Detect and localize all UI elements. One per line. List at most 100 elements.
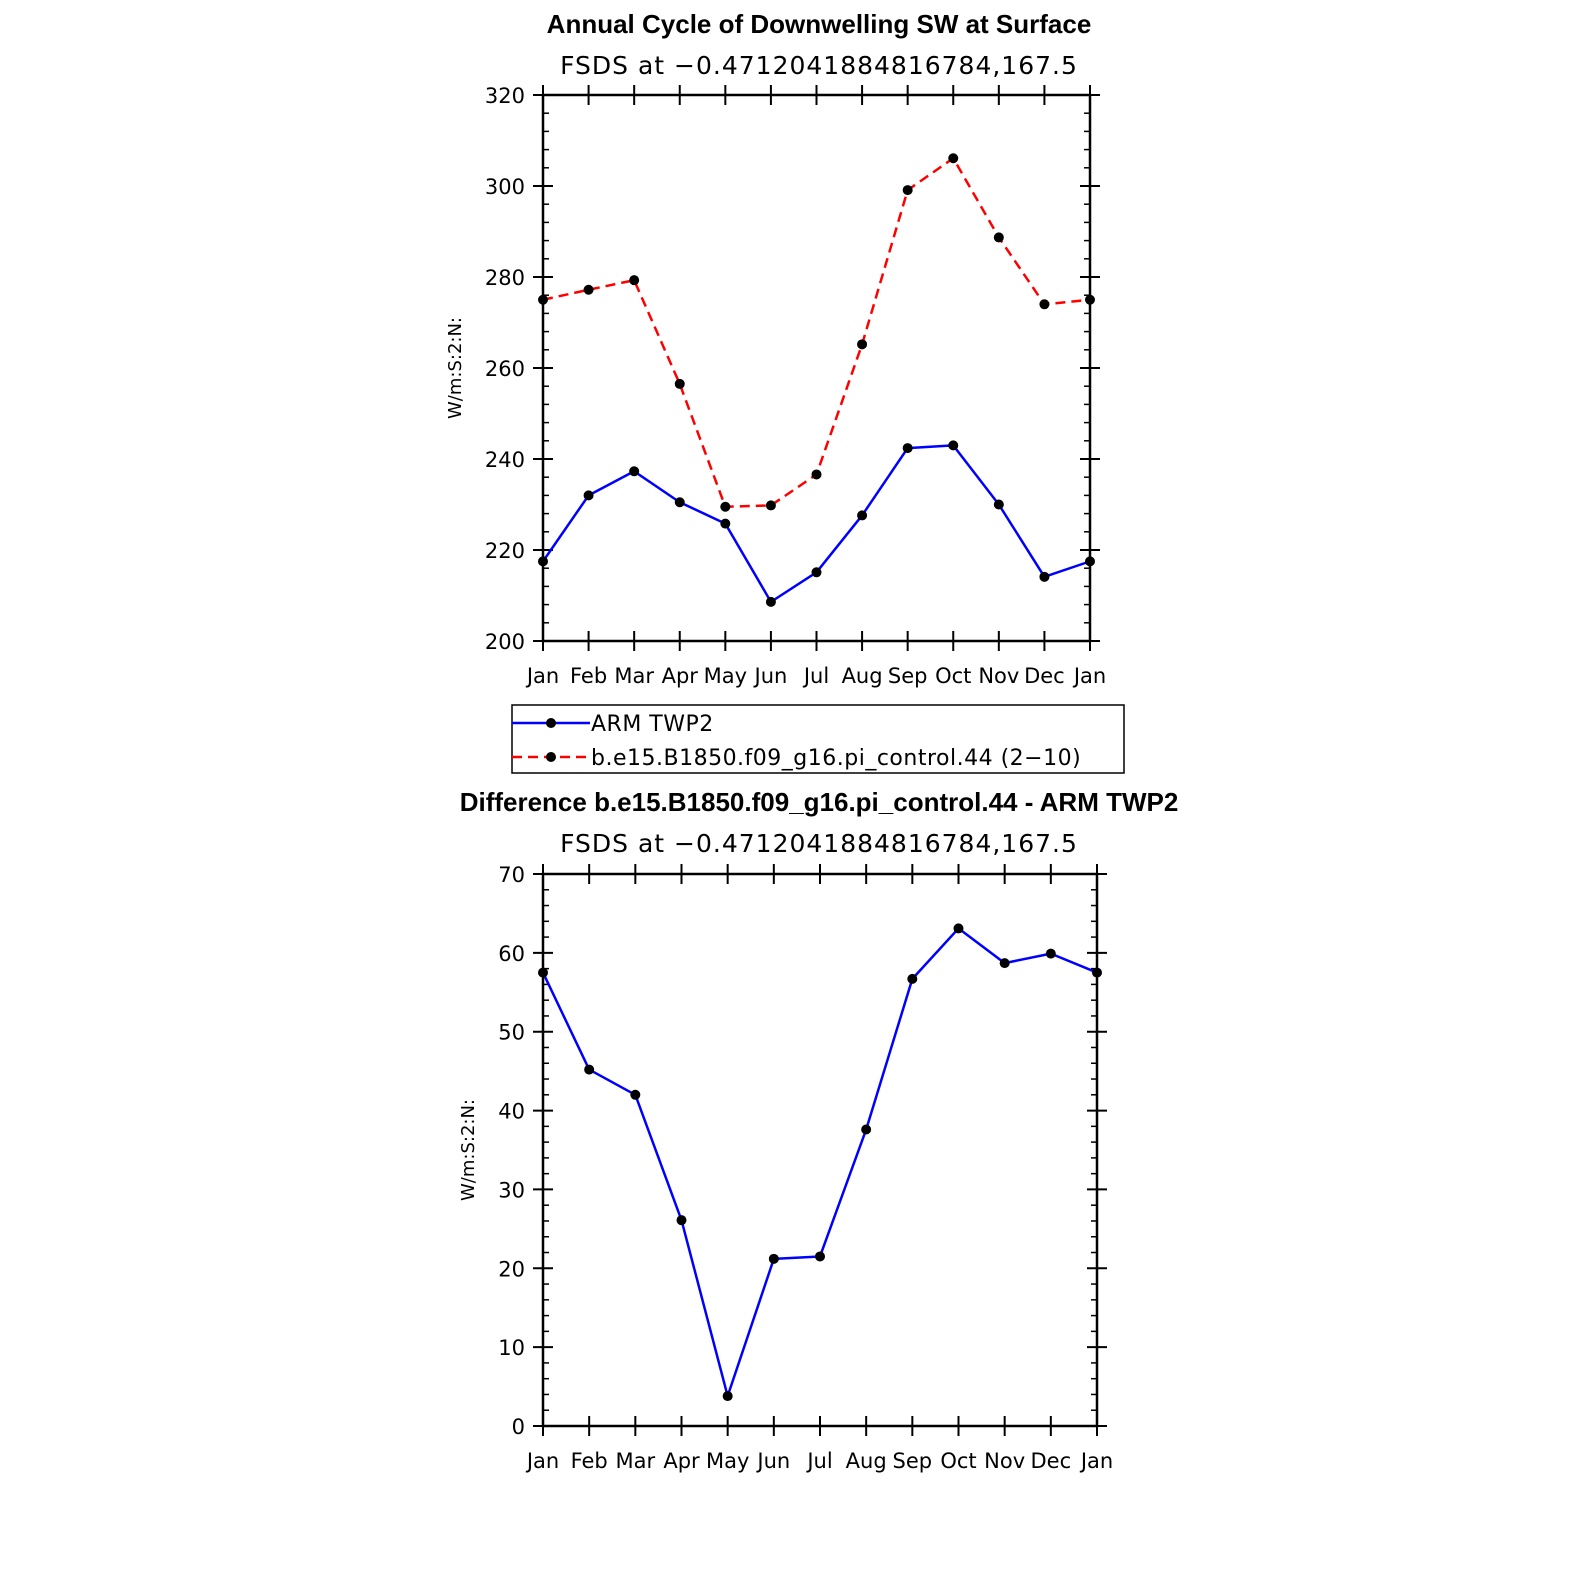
chart2-xtick-label: Nov xyxy=(984,1449,1025,1473)
chart1-xtick-label: Jul xyxy=(802,664,829,688)
chart2-xtick-label: Dec xyxy=(1031,1449,1072,1473)
chart2-series-0-point xyxy=(768,1253,779,1264)
chart2-ytick-label: 30 xyxy=(498,1178,525,1202)
chart2-series-0-point xyxy=(630,1089,641,1100)
legend: ARM TWP2 b.e15.B1850.f09_g16.pi_control.… xyxy=(511,704,1125,774)
chart2-frame xyxy=(541,872,1099,1428)
chart1-frame xyxy=(541,93,1092,643)
chart2-xtick-label: Jun xyxy=(755,1449,790,1473)
chart2-series-0-point xyxy=(861,1124,872,1135)
chart1-series-0-point xyxy=(902,443,913,454)
chart2-series-line-0 xyxy=(541,927,1098,1398)
chart2-xtick-label: Sep xyxy=(893,1449,933,1473)
chart2-series-0-point xyxy=(538,967,548,978)
legend-box xyxy=(511,704,1125,774)
chart2-xtick-label: Feb xyxy=(571,1449,608,1473)
chart1-series-1-point xyxy=(1085,294,1095,305)
chart1-series-1-point xyxy=(629,275,640,286)
chart2-series-0-point xyxy=(1045,948,1056,959)
chart1-series-0-point xyxy=(674,497,685,508)
chart1-series-0-point xyxy=(993,499,1004,510)
chart1-series-1-point xyxy=(674,378,685,389)
chart1-series-0-point xyxy=(583,490,594,501)
chart1-series-0-point xyxy=(720,518,731,529)
chart2-xtick-label: Jul xyxy=(805,1449,832,1473)
chart1-series-1-point xyxy=(948,153,959,164)
chart2-series-0-point xyxy=(907,973,918,984)
chart1-xtick-label: Mar xyxy=(614,664,654,688)
chart1-series-1-point xyxy=(857,339,868,350)
chart1-series-0-point xyxy=(629,466,640,477)
chart1-subtitle: FSDS at −0.4712041884816784,167.5 xyxy=(560,51,1078,80)
chart1-ytick-label: 280 xyxy=(485,266,525,290)
chart2-subtitle: FSDS at −0.4712041884816784,167.5 xyxy=(560,829,1078,858)
chart1-series-1-point xyxy=(720,501,731,512)
chart1-ytick-label: 220 xyxy=(485,539,525,563)
chart1-ytick-label: 200 xyxy=(485,630,525,654)
chart2-series-0-point xyxy=(953,923,964,934)
legend-label-arm: ARM TWP2 xyxy=(591,712,714,737)
chart2-series-0-point xyxy=(584,1064,595,1075)
chart1-series-0-point xyxy=(1039,571,1050,582)
chart2-ytick-label: 40 xyxy=(498,1100,525,1124)
chart1-xtick-label: Jun xyxy=(753,664,788,688)
chart1-series-1-point xyxy=(993,232,1004,243)
chart2-series-0-point xyxy=(815,1251,825,1262)
chart1-xtick-label: Feb xyxy=(570,664,607,688)
chart2-ytick-label: 0 xyxy=(512,1415,525,1439)
chart2-ytick-label: 60 xyxy=(498,942,525,966)
chart2-title: Difference b.e15.B1850.f09_g16.pi_contro… xyxy=(460,787,1179,817)
chart1-series-1-point xyxy=(583,284,594,295)
chart2-xtick-label: Mar xyxy=(616,1449,656,1473)
chart2-ytick-label: 70 xyxy=(498,863,525,887)
chart1-series-0-point xyxy=(765,596,776,607)
chart2-ytick-label: 10 xyxy=(498,1336,525,1360)
chart1-series-1-point xyxy=(538,294,548,305)
chart2-series-0-point xyxy=(999,958,1010,969)
chart1-plot: Jan Feb Mar Apr May Jun Jul Aug Sep Oct Nov Dec Jan2… xyxy=(485,84,1106,688)
chart1-xtick-label: Sep xyxy=(888,664,928,688)
chart2-xtick-label: Apr xyxy=(663,1449,700,1473)
chart1-title: Annual Cycle of Downwelling SW at Surfac… xyxy=(547,9,1092,39)
chart1-series-1-point xyxy=(765,500,776,511)
chart2-ylabel: W/m:S:2:N: xyxy=(458,1099,479,1201)
chart1-series-0-point xyxy=(1085,556,1095,567)
chart1-xtick-label: Oct xyxy=(935,664,971,688)
chart1-series-0-point xyxy=(948,440,959,451)
chart1-ytick-label: 320 xyxy=(485,84,525,108)
chart1-ytick-label: 240 xyxy=(485,448,525,472)
chart1-series-line-0 xyxy=(541,444,1091,604)
legend-marker-model xyxy=(546,752,556,762)
chart2-series-0-point xyxy=(1092,967,1102,978)
chart1-series-line-1 xyxy=(542,156,1091,509)
legend-label-model: b.e15.B1850.f09_g16.pi_control.44 (2−10) xyxy=(591,746,1081,771)
chart1-ylabel: W/m:S:2:N: xyxy=(445,317,466,419)
chart1-xtick-label: Aug xyxy=(842,664,883,688)
chart1-xtick-label: Nov xyxy=(978,664,1019,688)
chart2-plot: Jan Feb Mar Apr May Jun Jul Aug Sep Oct Nov Dec Jan0… xyxy=(498,863,1113,1473)
chart1-xtick-label: Jan xyxy=(1072,664,1106,688)
chart2-ytick-label: 20 xyxy=(498,1257,525,1281)
chart2-xtick-label: Jan xyxy=(1079,1449,1113,1473)
chart1-ytick-label: 260 xyxy=(485,357,525,381)
chart1-series-1-point xyxy=(811,469,822,480)
chart1-series-0-point xyxy=(538,556,548,567)
chart1-xtick-label: Jan xyxy=(525,664,559,688)
chart1-series-1-point xyxy=(902,185,913,196)
legend-marker-arm xyxy=(546,718,556,728)
chart2-series-0-point xyxy=(722,1391,733,1402)
chart1-xtick-label: May xyxy=(704,664,747,688)
chart2-ytick-label: 50 xyxy=(498,1021,525,1045)
chart2-xtick-label: Aug xyxy=(846,1449,887,1473)
chart2-xtick-label: Jan xyxy=(525,1449,559,1473)
chart1-ytick-label: 300 xyxy=(485,175,525,199)
chart1-series-1-point xyxy=(1039,299,1050,310)
chart2-xtick-label: Oct xyxy=(940,1449,976,1473)
chart1-xtick-label: Apr xyxy=(662,664,699,688)
chart1-series-0-point xyxy=(811,567,822,578)
chart1-series-0-point xyxy=(857,510,868,521)
chart2-series-0-point xyxy=(676,1215,687,1226)
chart2-xtick-label: May xyxy=(706,1449,749,1473)
chart1-xtick-label: Dec xyxy=(1024,664,1065,688)
